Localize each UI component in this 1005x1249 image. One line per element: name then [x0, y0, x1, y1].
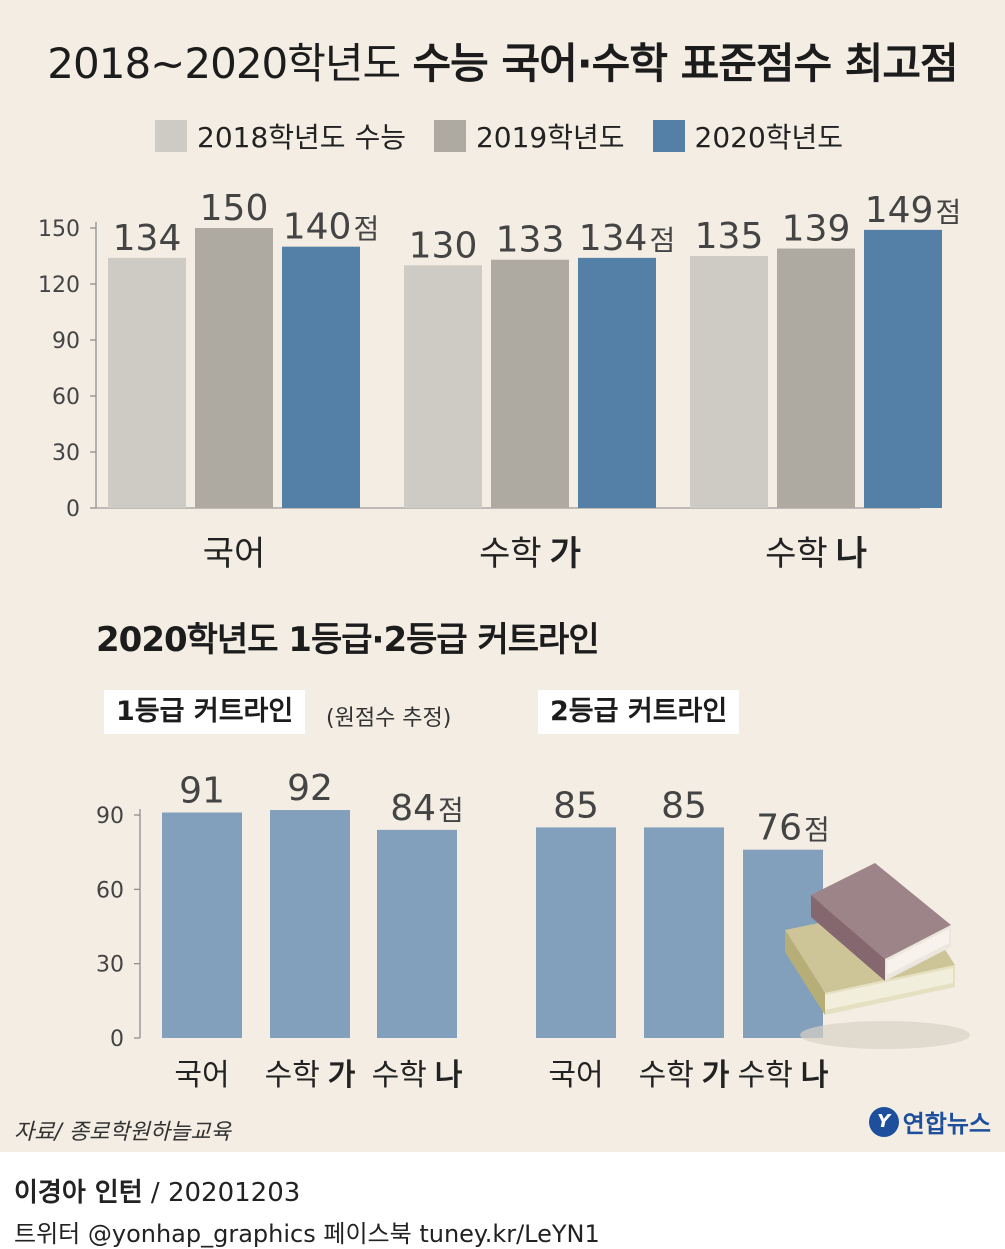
bar-2-1 [404, 265, 482, 508]
social-links: 트위터 @yonhap_graphics 페이스북 tuney.kr/LeYN1 [14, 1220, 600, 1248]
bar-value-label: 130 [409, 225, 478, 266]
y-tick-label: 60 [96, 878, 124, 903]
grade1-bar-1 [162, 812, 242, 1038]
grade2-value-label: 76점 [756, 808, 830, 849]
y-tick-label: 60 [52, 385, 80, 410]
books-icon [785, 863, 970, 1049]
yonhap-logo-text: 연합뉴스 [902, 1110, 991, 1138]
section-subtitle: 2020학년도 1등급·2등급 커트라인 [96, 620, 600, 660]
legend-label-2018: 2018학년도 수능 [197, 121, 406, 154]
legend-item-2019: 2019학년도 [433, 116, 625, 156]
bar-value-label: 133 [496, 220, 565, 261]
source-note: 자료/ 종로학원하늘교육 [14, 1120, 231, 1145]
grade1-value-label: 92 [287, 768, 333, 809]
grade2-category-label: 수학 가 [639, 1058, 730, 1093]
grade2-bar-1 [536, 827, 616, 1038]
y-tick-label: 30 [52, 441, 80, 466]
grade2-value-label: 85 [661, 785, 707, 826]
grade1-value-label: 84점 [390, 788, 464, 829]
bar-value-label: 135 [695, 216, 764, 257]
page-title: 2018~2020학년도 수능 국어·수학 표준점수 최고점 [0, 30, 1005, 91]
bar-value-label: 134 [113, 218, 182, 259]
y-tick-label: 0 [66, 497, 80, 522]
grade2-category-label: 국어 [548, 1058, 603, 1093]
grade1-value-label: 91 [179, 771, 225, 812]
grade2-label: 2등급 커트라인 [538, 690, 740, 734]
legend-label-2019: 2019학년도 [475, 121, 625, 154]
title-years: 2018~2020학년도 [47, 39, 401, 88]
infographic-panel: 2018~2020학년도 수능 국어·수학 표준점수 최고점 2018학년도 수… [0, 0, 1005, 1152]
y-tick-label: 90 [96, 804, 124, 829]
bar-value-label: 140점 [283, 207, 379, 248]
y-tick-label: 150 [38, 217, 80, 242]
y-tick-label: 0 [110, 1027, 124, 1052]
x-category-label: 국어 [203, 534, 266, 574]
grade1-category-label: 수학 나 [372, 1058, 463, 1093]
grade1-note: (원점수 추정) [326, 706, 452, 731]
publish-date: / 20201203 [142, 1178, 301, 1208]
grade2-category-label: 수학 나 [738, 1058, 829, 1093]
grade1-bar-3 [377, 829, 457, 1038]
legend-swatch-2020 [652, 120, 685, 152]
bar-3-2 [777, 248, 855, 509]
grade1-bar-2 [270, 810, 350, 1038]
y-tick-label: 120 [38, 273, 80, 298]
y-tick-label: 30 [96, 953, 124, 978]
x-category-label: 수학 나 [765, 534, 867, 574]
x-category-label: 수학 가 [479, 534, 581, 574]
chart-legend: 2018학년도 수능 2019학년도 2020학년도 [155, 118, 871, 154]
grade1-label: 1등급 커트라인 [104, 690, 306, 734]
grade2-bar-2 [644, 827, 724, 1038]
bar-2-2 [491, 259, 569, 508]
bar-1-2 [195, 228, 273, 508]
bar-2-3 [578, 257, 656, 508]
bar-value-label: 139 [782, 209, 851, 250]
legend-item-2018: 2018학년도 수능 [155, 116, 406, 156]
bar-1-3 [282, 246, 360, 508]
author-credit: 이경아 인턴 / 20201203 [14, 1172, 300, 1209]
legend-swatch-2019 [433, 120, 466, 152]
yonhap-logo: Y 연합뉴스 [868, 1104, 991, 1139]
bar-value-label: 150 [200, 188, 269, 229]
bar-1-1 [108, 257, 186, 508]
title-main: 수능 국어·수학 표준점수 최고점 [412, 39, 959, 88]
y-tick-label: 90 [52, 329, 80, 354]
bar-value-label: 134점 [579, 218, 675, 259]
grade2-value-label: 85 [553, 785, 599, 826]
author-name: 이경아 인턴 [14, 1178, 143, 1208]
grade1-category-label: 국어 [174, 1058, 229, 1093]
legend-swatch-2018 [155, 120, 187, 152]
bar-value-label: 149점 [865, 190, 961, 231]
legend-label-2020: 2020학년도 [694, 121, 844, 154]
grade1-category-label: 수학 가 [265, 1058, 356, 1093]
bar-3-1 [690, 256, 768, 508]
yonhap-logo-icon: Y [868, 1106, 899, 1137]
bar-3-3 [864, 229, 942, 508]
legend-item-2020: 2020학년도 [652, 116, 844, 156]
